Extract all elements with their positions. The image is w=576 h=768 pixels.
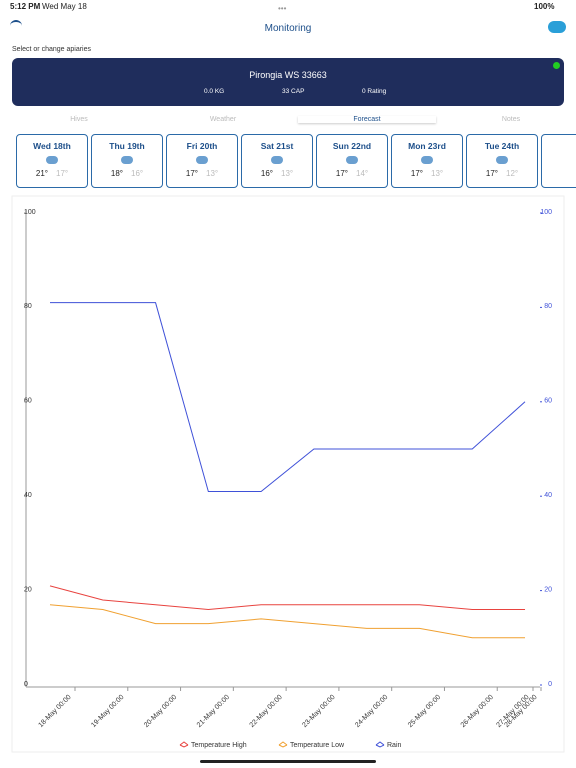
high: 17°	[485, 169, 498, 178]
y2-tick-label: 0	[548, 681, 552, 688]
forecast-card[interactable]: Fri 20th 17° 13°	[166, 134, 238, 188]
y-tick-label: 40	[24, 492, 32, 499]
y-tick-label: 0	[24, 681, 28, 688]
high: 18°	[110, 169, 123, 178]
low: 13°	[431, 169, 444, 178]
tab[interactable]: Forecast	[298, 116, 436, 123]
day: Sun 22nd	[332, 141, 372, 151]
day: Mon 23rd	[408, 141, 446, 151]
low: 13°	[281, 169, 294, 178]
capacity: 33 CAP	[282, 88, 305, 95]
low: 12°	[506, 169, 519, 178]
low: 13°	[206, 169, 219, 178]
day: Fri 20th	[186, 141, 218, 151]
time: 5:12 PM	[10, 2, 41, 11]
legend-label: Temperature High	[191, 742, 247, 749]
high: 16°	[260, 169, 273, 178]
forecast-card[interactable]: Sun 22nd 17° 14°	[316, 134, 388, 188]
status-dot	[553, 62, 560, 69]
weather-icon	[496, 156, 508, 164]
date: Wed May 18	[42, 2, 87, 11]
weight: 0.0 KG	[204, 88, 225, 95]
y2-tick-label: 20	[544, 586, 552, 593]
forecast-card[interactable]: Tue 24th 17° 12°	[466, 134, 538, 188]
forecast-card[interactable]: Sat 21st 16° 13°	[241, 134, 313, 188]
forecast-card[interactable]: Thu 19th 18° 16°	[91, 134, 163, 188]
legend-icon	[278, 741, 288, 748]
legend-icon	[179, 741, 189, 748]
day: Thu 19th	[109, 141, 145, 151]
low: 14°	[356, 169, 369, 178]
y-tick-label: 80	[24, 303, 32, 310]
weather-icon	[421, 156, 433, 164]
sync-icon[interactable]	[548, 21, 566, 33]
high: 17°	[185, 169, 198, 178]
temps: 17° 13°	[392, 169, 462, 178]
temps: 21° 17°	[17, 169, 87, 178]
legend-label: Temperature Low	[290, 742, 345, 749]
day: Tue 24th	[484, 141, 520, 151]
high: 17°	[335, 169, 348, 178]
day: Sat 21st	[260, 141, 294, 151]
chart-panel	[11, 195, 565, 753]
header-title: Monitoring	[264, 23, 312, 34]
y2-tick-label: 60	[544, 398, 552, 405]
weather-icon	[346, 156, 358, 164]
temps: 17° 12°	[467, 169, 537, 178]
high: 17°	[410, 169, 423, 178]
tab[interactable]: Weather	[209, 116, 237, 123]
home-indicator	[200, 760, 376, 763]
weather-icon	[271, 156, 283, 164]
tab[interactable]: Notes	[501, 116, 521, 123]
menu-icon[interactable]	[10, 20, 22, 34]
tab[interactable]: Hives	[70, 116, 88, 123]
y-tick-label: 100	[24, 209, 36, 216]
legend-label: Rain	[387, 742, 402, 749]
high: 21°	[35, 169, 48, 178]
y2-tick-label: 40	[544, 492, 552, 499]
low: 17°	[56, 169, 69, 178]
temps: 18° 16°	[92, 169, 162, 178]
weather-icon	[196, 156, 208, 164]
y2-tick-label: 80	[544, 303, 552, 310]
series-line	[49, 604, 526, 639]
y-tick-label: 20	[24, 586, 32, 593]
rating: 0 Rating	[362, 88, 387, 95]
battery: 100%	[534, 2, 555, 11]
apiary-card[interactable]: Pirongia WS 33663 0.0 KG 33 CAP 0 Rating	[12, 58, 564, 106]
temps: 16° 13°	[242, 169, 312, 178]
temps: 17° 14°	[317, 169, 387, 178]
y2-tick-label: 100	[540, 209, 552, 216]
temps: 17° 13°	[167, 169, 237, 178]
dots: •••	[278, 4, 287, 13]
weather-icon	[121, 156, 133, 164]
series-line	[50, 302, 526, 492]
forecast-card[interactable]: Wed 18th 21° 17°	[16, 134, 88, 188]
subtitle: Select or change apiaries	[12, 46, 91, 53]
low: 16°	[131, 169, 144, 178]
y-tick-label: 60	[24, 398, 32, 405]
forecast-card-partial[interactable]	[541, 134, 576, 188]
forecast-card[interactable]: Mon 23rd 17° 13°	[391, 134, 463, 188]
weather-icon	[46, 156, 58, 164]
series-line	[49, 585, 526, 610]
day: Wed 18th	[33, 141, 71, 151]
apiary-name: Pirongia WS 33663	[249, 70, 327, 80]
legend-icon	[375, 741, 385, 748]
